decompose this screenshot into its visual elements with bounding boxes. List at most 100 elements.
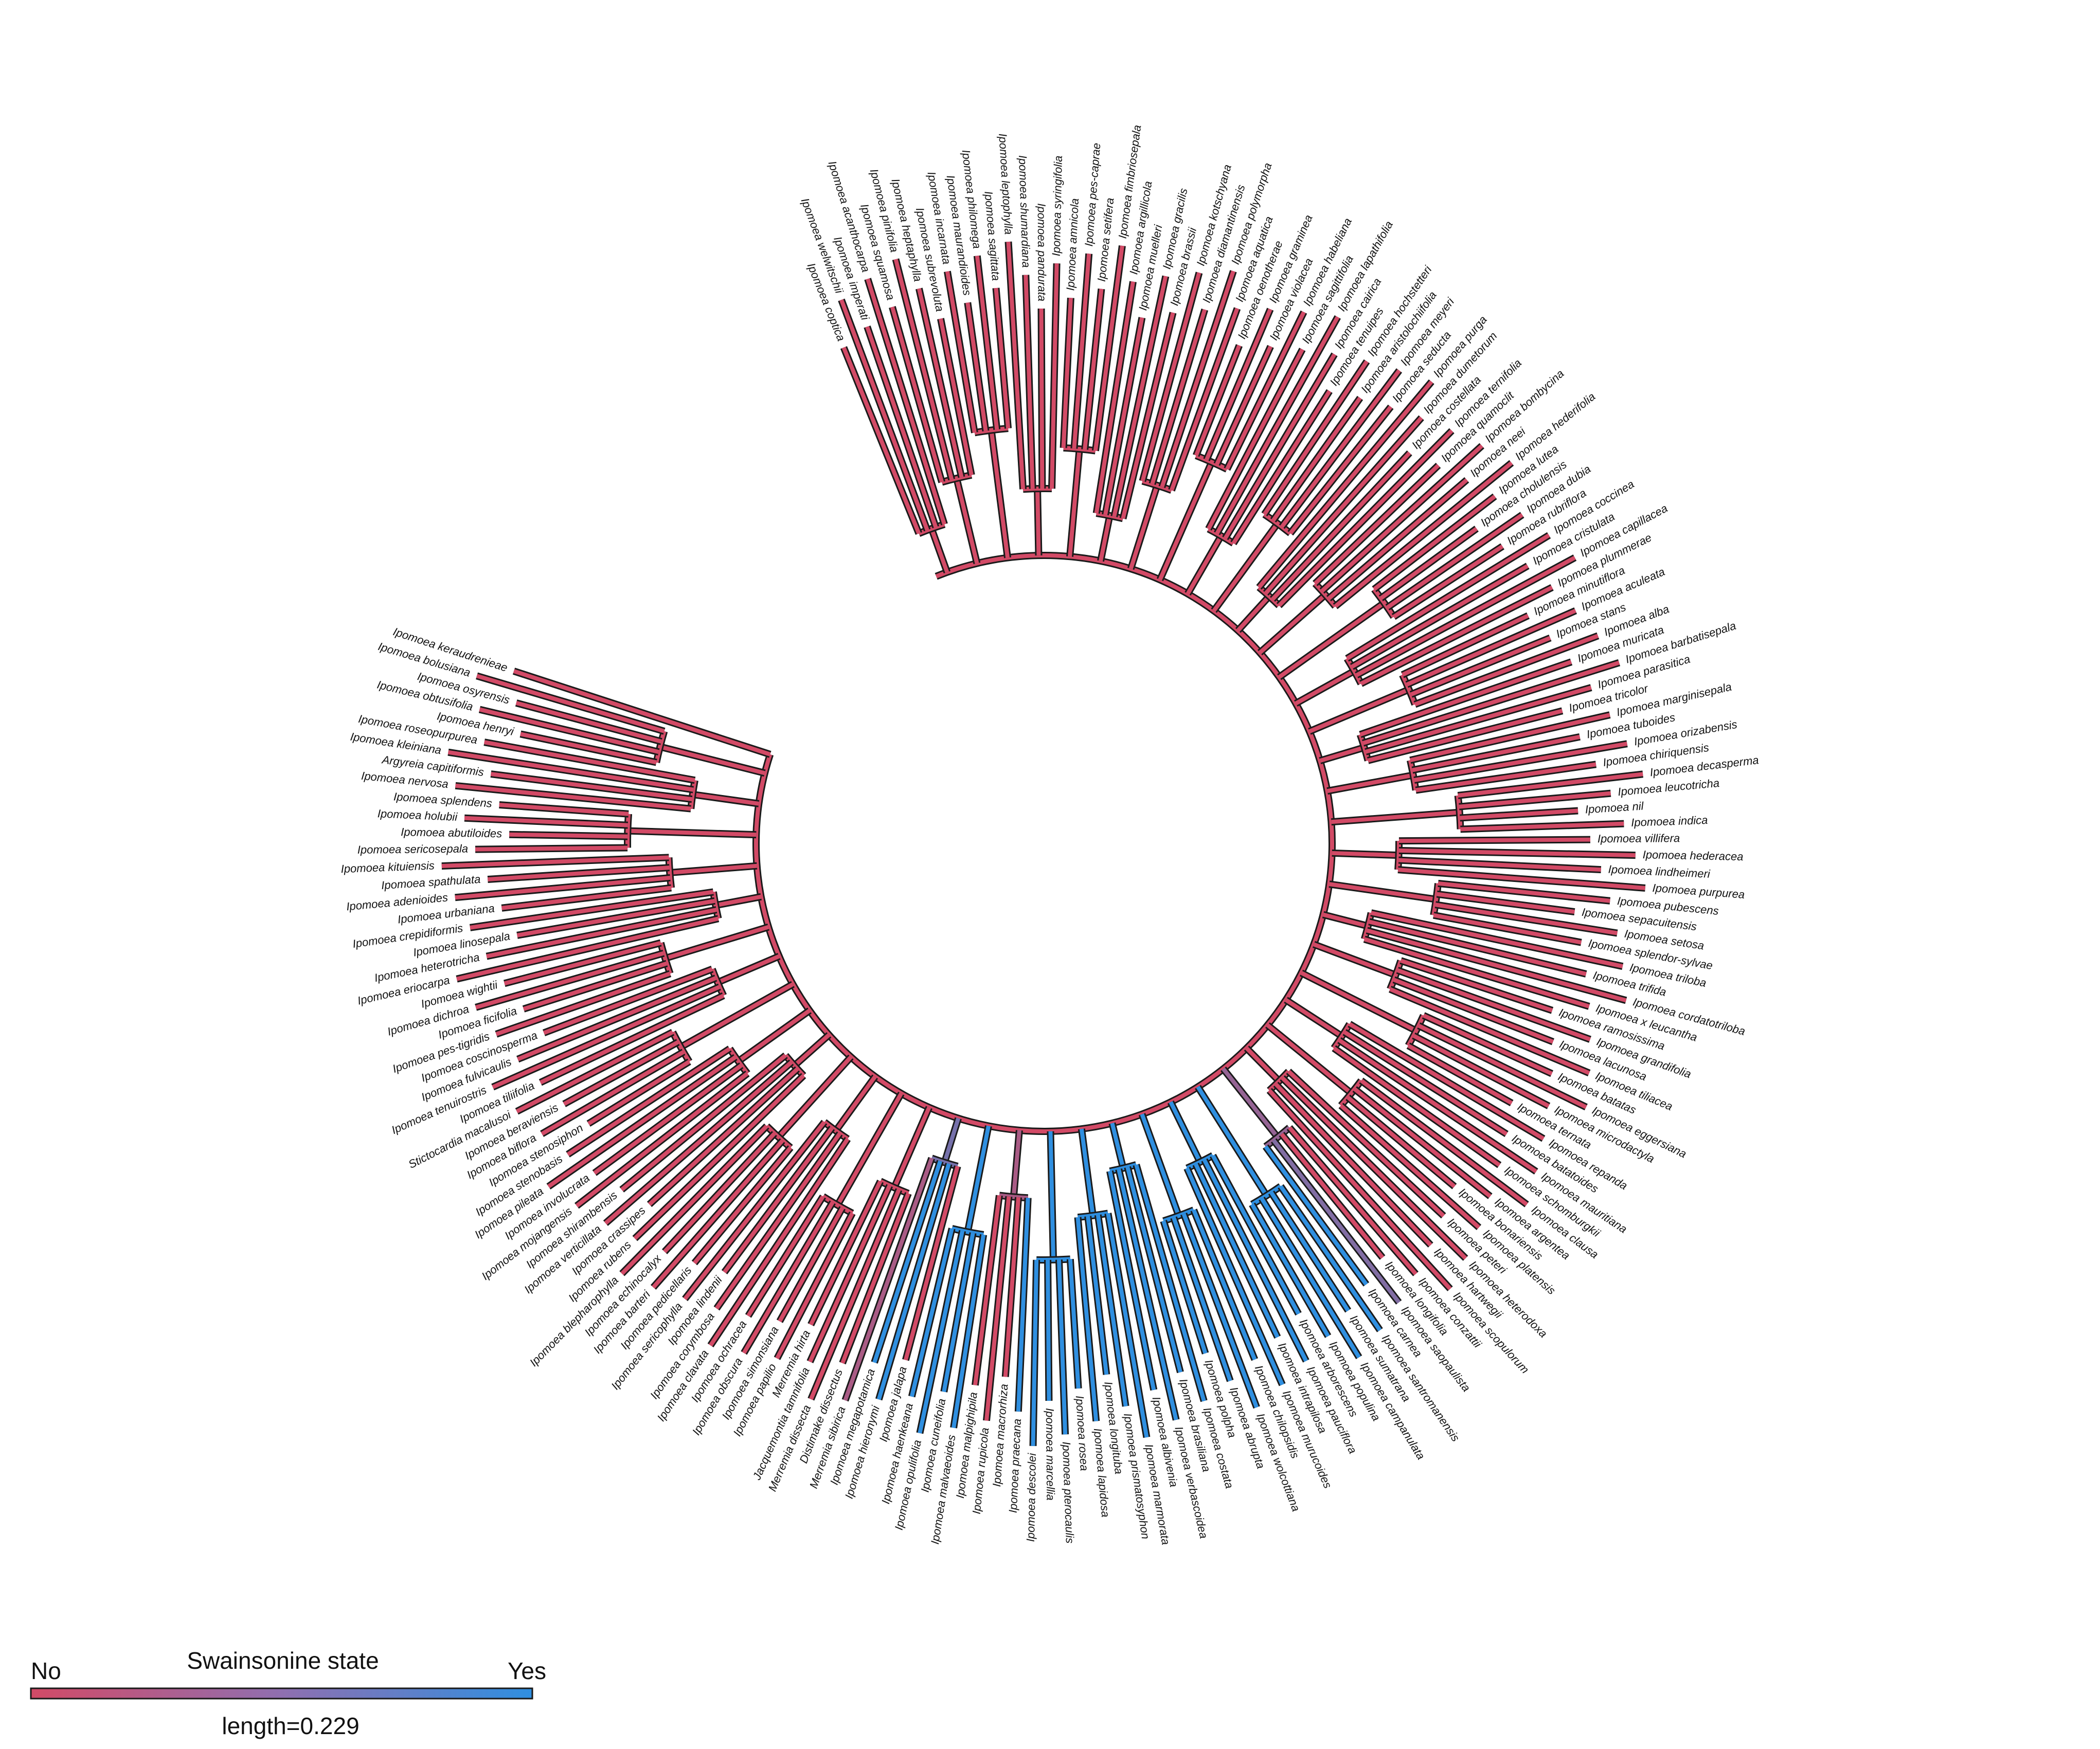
tip-branch	[1386, 513, 1523, 609]
tip-branch	[1379, 527, 1478, 600]
tip-label: Ipomoea villifera	[1598, 832, 1680, 845]
tip-branch	[1367, 709, 1563, 763]
tip-branch	[441, 855, 669, 868]
tip-branch	[1348, 1022, 1545, 1141]
tip-branch	[994, 287, 1011, 429]
tip-branch	[1338, 1038, 1537, 1174]
tip-branch	[742, 1201, 835, 1354]
tip-label: Ipomoea syringifolia	[1050, 155, 1065, 256]
tip-branch	[775, 1212, 854, 1360]
tip-branch	[1046, 1259, 1051, 1401]
tip-branch	[1433, 913, 1582, 945]
tip-label: Ipomoea hederacea	[1643, 848, 1744, 863]
tip-branch	[1327, 478, 1468, 601]
clade-stem	[725, 738, 771, 756]
clade-stem	[1186, 534, 1223, 595]
tip-branch	[1355, 555, 1576, 677]
tip-branch	[1288, 405, 1393, 535]
tip-label: Ipomoea splendens	[393, 790, 492, 810]
tip-branch	[1106, 1213, 1149, 1438]
tip-branch	[1150, 309, 1207, 485]
tip-branch	[1398, 837, 1591, 843]
clade-stem	[1295, 669, 1355, 706]
tip-branch	[1192, 1209, 1257, 1361]
tip-branch	[455, 875, 671, 900]
tip-branch	[575, 1072, 749, 1208]
clade-arc	[999, 1193, 1028, 1200]
tip-branch	[809, 1180, 883, 1326]
legend-length-label: length=0.229	[222, 1712, 359, 1739]
tip-branch	[1061, 298, 1073, 448]
tip-branch	[633, 1074, 805, 1240]
tip-branch	[1260, 1197, 1361, 1359]
tip-branch	[1194, 345, 1242, 457]
tip-branch	[1343, 1030, 1508, 1136]
tip-label: Ipomoea setifera	[1095, 197, 1117, 282]
tip-branch	[587, 1060, 691, 1126]
tip-branch	[1413, 742, 1628, 782]
tip-branch	[1134, 1164, 1206, 1402]
clade-stem	[716, 954, 780, 985]
tip-branch	[541, 1050, 685, 1136]
tip-branch	[872, 1160, 942, 1363]
tip-branch	[648, 1067, 799, 1206]
clade-stem	[692, 792, 759, 806]
clade-stem	[1329, 882, 1437, 901]
tree-branches	[441, 241, 1646, 1446]
tip-branch	[504, 941, 661, 986]
clade-stem	[1258, 593, 1327, 655]
clade-stem	[1313, 942, 1397, 977]
clade-arc	[1396, 841, 1401, 870]
tip-label: Ipomoea leptophylla	[996, 133, 1015, 235]
tip-branch	[475, 845, 628, 852]
tip-label: Ipomoea amnicola	[1064, 198, 1081, 291]
tip-branch	[520, 732, 657, 765]
tip-branch	[693, 1146, 793, 1265]
clade-stem	[1128, 484, 1159, 570]
tip-branch	[903, 1165, 960, 1361]
clade-arc	[1372, 588, 1396, 618]
tip-branch	[663, 1132, 776, 1253]
tip-branch	[1412, 1034, 1550, 1108]
tip-branch	[1392, 545, 1504, 619]
tip-branch	[1345, 533, 1550, 660]
clade-stem	[1169, 1101, 1202, 1163]
clade-stem	[1212, 522, 1280, 612]
tip-branch	[1287, 1070, 1445, 1218]
tip-branch	[1458, 772, 1643, 798]
tip-branch	[543, 967, 713, 1035]
tip-label: Ipomoea lindheimeri	[1608, 863, 1711, 880]
tip-branch	[1264, 1145, 1368, 1286]
tip-branch	[876, 1163, 951, 1400]
tip-branch	[1003, 1197, 1021, 1377]
tip-branch	[1333, 1046, 1501, 1167]
tip-branch	[938, 318, 974, 476]
tip-label: Ipomoea spathulata	[381, 873, 481, 892]
tip-branch	[517, 976, 717, 1061]
tip-branch	[840, 1193, 910, 1364]
tip-branch	[1347, 1095, 1456, 1188]
tip-branch	[1223, 353, 1337, 539]
tip-branch	[1320, 444, 1483, 593]
tip-branch	[965, 302, 988, 431]
tip-branch	[1231, 390, 1332, 545]
clade-arc	[1258, 586, 1281, 607]
clade-arc	[1096, 511, 1124, 521]
clade-stem	[1011, 1130, 1021, 1197]
clade-stem	[1068, 448, 1082, 557]
clade-arc	[765, 1124, 792, 1149]
tip-branch	[464, 816, 628, 827]
tip-branch	[476, 674, 665, 733]
clade-stem	[892, 1106, 931, 1188]
clade-arc	[1339, 1079, 1363, 1107]
tip-branch	[1272, 1139, 1401, 1304]
tip-branch	[1257, 380, 1433, 589]
clade-arc	[974, 426, 1009, 435]
tip-branch	[1086, 1216, 1109, 1375]
tip-branch	[1363, 937, 1590, 1008]
clade-arc	[1332, 1023, 1352, 1050]
tip-branch	[1215, 316, 1340, 535]
tip-branch	[563, 1040, 679, 1106]
backbone-arc	[754, 553, 1334, 1133]
tip-branch	[499, 803, 629, 816]
